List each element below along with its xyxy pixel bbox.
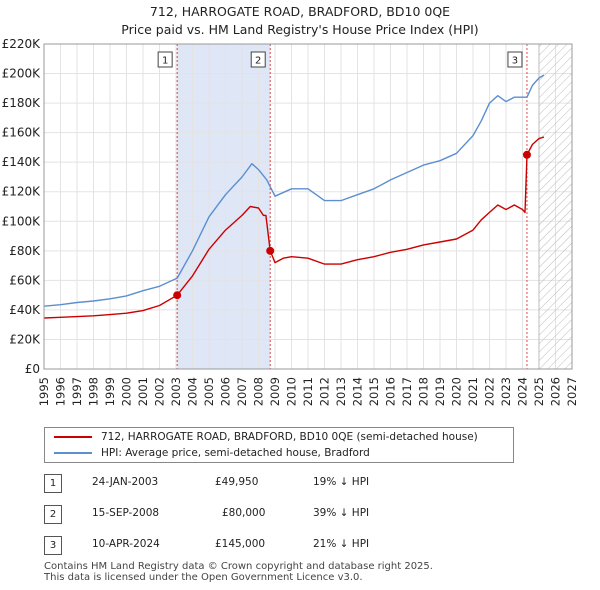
x-tick-label: 2014: [351, 377, 365, 406]
x-tick-label: 1995: [37, 377, 51, 406]
chart-title-line2: Price paid vs. HM Land Registry's House …: [121, 22, 479, 37]
y-tick-label: £0: [25, 362, 40, 376]
y-tick-label: £140K: [2, 155, 42, 169]
x-tick-label: 2022: [483, 377, 497, 406]
footer-line2: This data is licensed under the Open Gov…: [44, 572, 363, 583]
x-tick-label: 2007: [235, 377, 249, 406]
legend-label-property: 712, HARROGATE ROAD, BRADFORD, BD10 0QE …: [101, 431, 478, 443]
y-tick-label: £160K: [2, 126, 42, 140]
sale-number-badge: 1: [44, 474, 62, 493]
y-tick-label: £220K: [2, 37, 42, 51]
sale-label-box: [157, 51, 173, 68]
sale-label-box: [250, 51, 266, 68]
x-tick-label: 2025: [532, 377, 546, 406]
plot-frame: [43, 43, 573, 370]
y-tick-label: £120K: [2, 185, 42, 199]
chart-legend: 712, HARROGATE ROAD, BRADFORD, BD10 0QE …: [44, 427, 514, 463]
x-tick-label: 1998: [87, 377, 101, 406]
sale-band: [177, 44, 271, 369]
x-tick-label: 2020: [450, 377, 464, 406]
y-tick-label: £100K: [2, 214, 42, 228]
sale-number-badge: 2: [44, 505, 62, 524]
table-row: 3 10-APR-2024 £145,000 21% ↓ HPI: [0, 536, 600, 556]
chart-title: 712, HARROGATE ROAD, BRADFORD, BD10 0QE …: [0, 3, 600, 39]
x-tick-label: 2008: [252, 377, 266, 406]
sale-price: £145,000: [215, 538, 266, 550]
legend-swatch-hpi: [54, 452, 92, 454]
y-tick-label: £80K: [9, 244, 41, 258]
table-row: 1 24-JAN-2003 £49,950 19% ↓ HPI: [0, 474, 600, 494]
x-tick-label: 2002: [153, 377, 167, 406]
sale-label-box: [507, 51, 523, 68]
sale-label-number: 2: [255, 56, 261, 67]
sale-hpi-diff: 19% ↓ HPI: [313, 476, 370, 488]
x-tick-label: 2015: [367, 377, 381, 406]
sale-point: [173, 291, 182, 300]
footer-attribution: Contains HM Land Registry data © Crown c…: [44, 561, 433, 583]
sale-label-number: 3: [512, 56, 518, 67]
x-tick-label: 2027: [565, 377, 579, 406]
y-tick-label: £40K: [9, 303, 41, 317]
x-tick-label: 1999: [103, 377, 117, 406]
x-tick-label: 2021: [466, 377, 480, 406]
footer-line1: Contains HM Land Registry data © Crown c…: [44, 561, 433, 572]
x-tick-label: 2013: [334, 377, 348, 406]
x-tick-label: 1996: [54, 377, 68, 406]
property-price-line: [43, 136, 545, 319]
x-tick-label: 2005: [202, 377, 216, 406]
x-tick-label: 2011: [301, 377, 315, 406]
hpi-line: [43, 74, 545, 307]
sale-number-badge: 3: [44, 536, 62, 555]
y-tick-label: £200K: [2, 67, 42, 81]
table-row: 2 15-SEP-2008 £80,000 39% ↓ HPI: [0, 505, 600, 525]
sale-point: [266, 246, 275, 255]
x-tick-label: 2001: [136, 377, 150, 406]
x-tick-label: 2023: [499, 377, 513, 406]
sale-date: 10-APR-2024: [92, 538, 160, 550]
legend-label-hpi: HPI: Average price, semi-detached house,…: [101, 447, 370, 459]
x-tick-label: 2000: [120, 377, 134, 406]
sale-label-number: 1: [162, 56, 168, 67]
x-tick-label: 2017: [400, 377, 414, 406]
sale-date: 24-JAN-2003: [92, 476, 159, 488]
legend-swatch-property: [54, 436, 92, 438]
y-tick-label: £20K: [9, 332, 41, 346]
price-chart: 1 2 3 £0 £20K £40K £60K £80K £100K £120K £140K £16…: [2, 37, 579, 406]
sale-hpi-diff: 21% ↓ HPI: [313, 538, 370, 550]
sale-price: £80,000: [222, 507, 266, 519]
x-tick-label: 2012: [318, 377, 332, 406]
sale-point: [522, 150, 531, 159]
x-tick-label: 2018: [417, 377, 431, 406]
x-tick-label: 2019: [433, 377, 447, 406]
x-tick-label: 2026: [549, 377, 563, 406]
x-tick-label: 1997: [70, 377, 84, 406]
forecast-hatch-region: [538, 43, 573, 370]
x-tick-label: 2003: [169, 377, 183, 406]
x-tick-label: 2024: [516, 377, 530, 406]
y-tick-label: £180K: [2, 96, 42, 110]
x-tick-label: 2010: [285, 377, 299, 406]
x-tick-label: 2006: [219, 377, 233, 406]
sale-price: £49,950: [215, 476, 259, 488]
x-tick-label: 2004: [186, 377, 200, 406]
chart-title-line1: 712, HARROGATE ROAD, BRADFORD, BD10 0QE: [149, 4, 451, 19]
y-tick-label: £60K: [9, 273, 41, 287]
sale-hpi-diff: 39% ↓ HPI: [313, 507, 370, 519]
sale-date: 15-SEP-2008: [92, 507, 160, 519]
x-tick-label: 2009: [268, 377, 282, 406]
x-tick-label: 2016: [384, 377, 398, 406]
